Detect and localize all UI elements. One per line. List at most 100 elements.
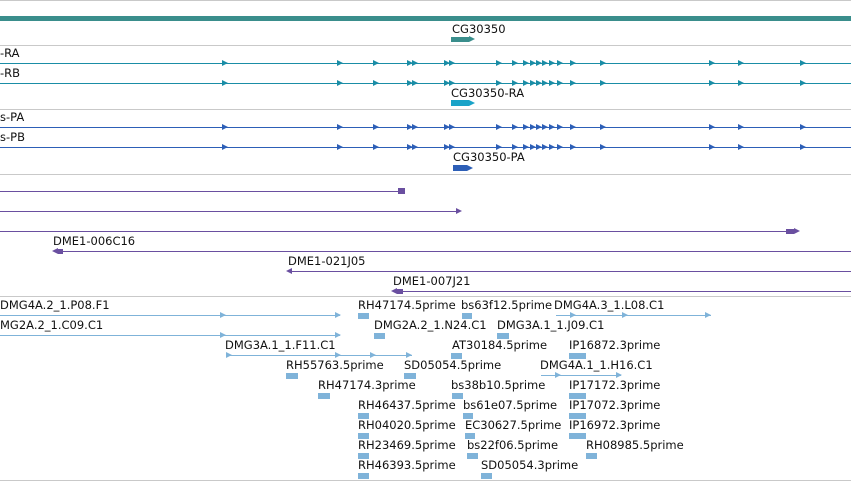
est-glyph[interactable] xyxy=(481,473,492,479)
est-label[interactable]: RH46437.5prime xyxy=(358,398,456,412)
est-label[interactable]: DMG3A.1_1.J09.C1 xyxy=(497,318,605,332)
exon-arrow-icon xyxy=(512,80,518,86)
clone-line[interactable] xyxy=(57,251,851,252)
protein-mid-label[interactable]: CG30350-PA xyxy=(453,150,525,164)
est-label[interactable]: RH47174.3prime xyxy=(318,378,416,392)
est-glyph[interactable] xyxy=(358,313,369,319)
est-glyph[interactable] xyxy=(451,353,462,359)
est-glyph[interactable] xyxy=(569,413,586,419)
est-glyph[interactable] xyxy=(462,313,472,319)
transcript-line-rb[interactable] xyxy=(0,83,851,84)
est-label[interactable]: RH08985.5prime xyxy=(586,438,684,452)
est-glyph[interactable] xyxy=(463,413,473,419)
est-glyph[interactable] xyxy=(358,433,369,439)
transcript-line-ra[interactable] xyxy=(0,63,851,64)
est-label[interactable]: RH04020.5prime xyxy=(358,418,456,432)
exon-arrow-icon xyxy=(222,80,228,86)
est-direction-icon xyxy=(705,312,711,318)
clone-direction-icon xyxy=(456,208,462,214)
est-glyph[interactable] xyxy=(465,433,475,439)
transcript-label-ra[interactable]: -RA xyxy=(0,46,20,60)
est-direction-icon xyxy=(335,332,341,338)
est-label[interactable]: RH23469.5prime xyxy=(358,438,456,452)
gene-glyph[interactable] xyxy=(451,37,469,42)
est-glyph[interactable] xyxy=(374,333,385,339)
exon-arrow-icon xyxy=(449,80,455,86)
est-line[interactable] xyxy=(0,315,340,316)
clone-direction-icon xyxy=(52,248,58,254)
clone-line[interactable] xyxy=(0,231,790,232)
clone-label[interactable]: DME1-021J05 xyxy=(288,254,366,268)
transcript-label-rb[interactable]: -RB xyxy=(0,66,21,80)
clone-end-marker[interactable] xyxy=(58,249,63,254)
est-glyph[interactable] xyxy=(286,373,298,379)
protein-label-pb[interactable]: s-PB xyxy=(0,130,25,144)
transcript-glyph[interactable] xyxy=(451,100,469,106)
transcript-mid-label[interactable]: CG30350-RA xyxy=(451,86,525,100)
est-label[interactable]: DMG4A.3_1.L08.C1 xyxy=(554,298,665,312)
clone-direction-icon xyxy=(391,288,397,294)
est-glyph[interactable] xyxy=(586,453,597,459)
est-line[interactable] xyxy=(0,335,340,336)
est-glyph[interactable] xyxy=(404,373,416,379)
protein-glyph[interactable] xyxy=(453,165,467,171)
est-glyph[interactable] xyxy=(318,393,330,399)
exon-arrow-icon xyxy=(542,60,548,66)
est-glyph[interactable] xyxy=(569,353,586,359)
est-label[interactable]: IP16972.3prime xyxy=(569,418,661,432)
clone-line[interactable] xyxy=(0,211,456,212)
est-label[interactable]: AT30184.5prime xyxy=(452,338,548,352)
est-glyph[interactable] xyxy=(497,333,509,339)
est-label[interactable]: IP17172.3prime xyxy=(569,378,661,392)
est-label[interactable]: RH46393.5prime xyxy=(358,458,456,472)
clone-line[interactable] xyxy=(0,191,400,192)
clone-label[interactable]: DME1-007J21 xyxy=(393,274,471,288)
est-label[interactable]: DMG4A.1_1.H16.C1 xyxy=(540,358,653,372)
est-line[interactable] xyxy=(556,315,711,316)
est-direction-icon xyxy=(226,352,232,358)
est-label[interactable]: RH47174.5prime xyxy=(358,298,456,312)
est-label[interactable]: bs22f06.5prime xyxy=(467,438,559,452)
clone-line[interactable] xyxy=(292,271,851,272)
protein-line-pa[interactable] xyxy=(0,127,851,128)
est-label[interactable]: bs61e07.5prime xyxy=(463,398,558,412)
est-label[interactable]: DMG2A.2_1.N24.C1 xyxy=(374,318,487,332)
est-glyph[interactable] xyxy=(452,393,463,399)
est-glyph[interactable] xyxy=(569,433,586,439)
est-glyph[interactable] xyxy=(358,473,369,479)
clone-end-marker[interactable] xyxy=(397,289,403,294)
est-label[interactable]: DMG4A.2_1.P08.F1 xyxy=(0,298,110,312)
est-label[interactable]: SD05054.5prime xyxy=(404,358,502,372)
est-label[interactable]: RH55763.5prime xyxy=(286,358,384,372)
est-label[interactable]: IP16872.3prime xyxy=(569,338,661,352)
est-label[interactable]: EC30627.5prime xyxy=(465,418,562,432)
exon-arrow-icon xyxy=(496,80,502,86)
gene-track-bar[interactable] xyxy=(0,16,851,21)
exon-arrow-icon xyxy=(530,124,536,130)
est-label[interactable]: IP17072.3prime xyxy=(569,398,661,412)
clone-end-marker[interactable] xyxy=(786,229,794,234)
exon-arrow-icon xyxy=(337,144,343,150)
est-line[interactable] xyxy=(226,355,412,356)
est-label[interactable]: MG2A.2_1.C09.C1 xyxy=(0,318,104,332)
clone-end-marker[interactable] xyxy=(398,188,405,194)
est-direction-icon xyxy=(220,332,226,338)
exon-arrow-icon xyxy=(444,80,450,86)
clone-label[interactable]: DME1-006C16 xyxy=(53,234,136,248)
exon-arrow-icon xyxy=(536,144,542,150)
exon-arrow-icon xyxy=(530,60,536,66)
protein-label-pa[interactable]: s-PA xyxy=(0,110,25,124)
est-glyph[interactable] xyxy=(358,413,369,419)
protein-line-pb[interactable] xyxy=(0,147,851,148)
est-label[interactable]: bs38b10.5prime xyxy=(451,378,546,392)
gene-label[interactable]: CG30350 xyxy=(452,22,506,36)
clone-line[interactable] xyxy=(398,291,851,292)
est-label[interactable]: DMG3A.1_1.F11.C1 xyxy=(225,338,336,352)
exon-arrow-icon xyxy=(800,144,806,150)
est-label[interactable]: bs63f12.5prime xyxy=(461,298,553,312)
est-line[interactable] xyxy=(541,375,621,376)
est-label[interactable]: SD05054.3prime xyxy=(481,458,579,472)
est-glyph[interactable] xyxy=(358,453,369,459)
est-glyph[interactable] xyxy=(569,393,586,399)
est-glyph[interactable] xyxy=(467,453,478,459)
